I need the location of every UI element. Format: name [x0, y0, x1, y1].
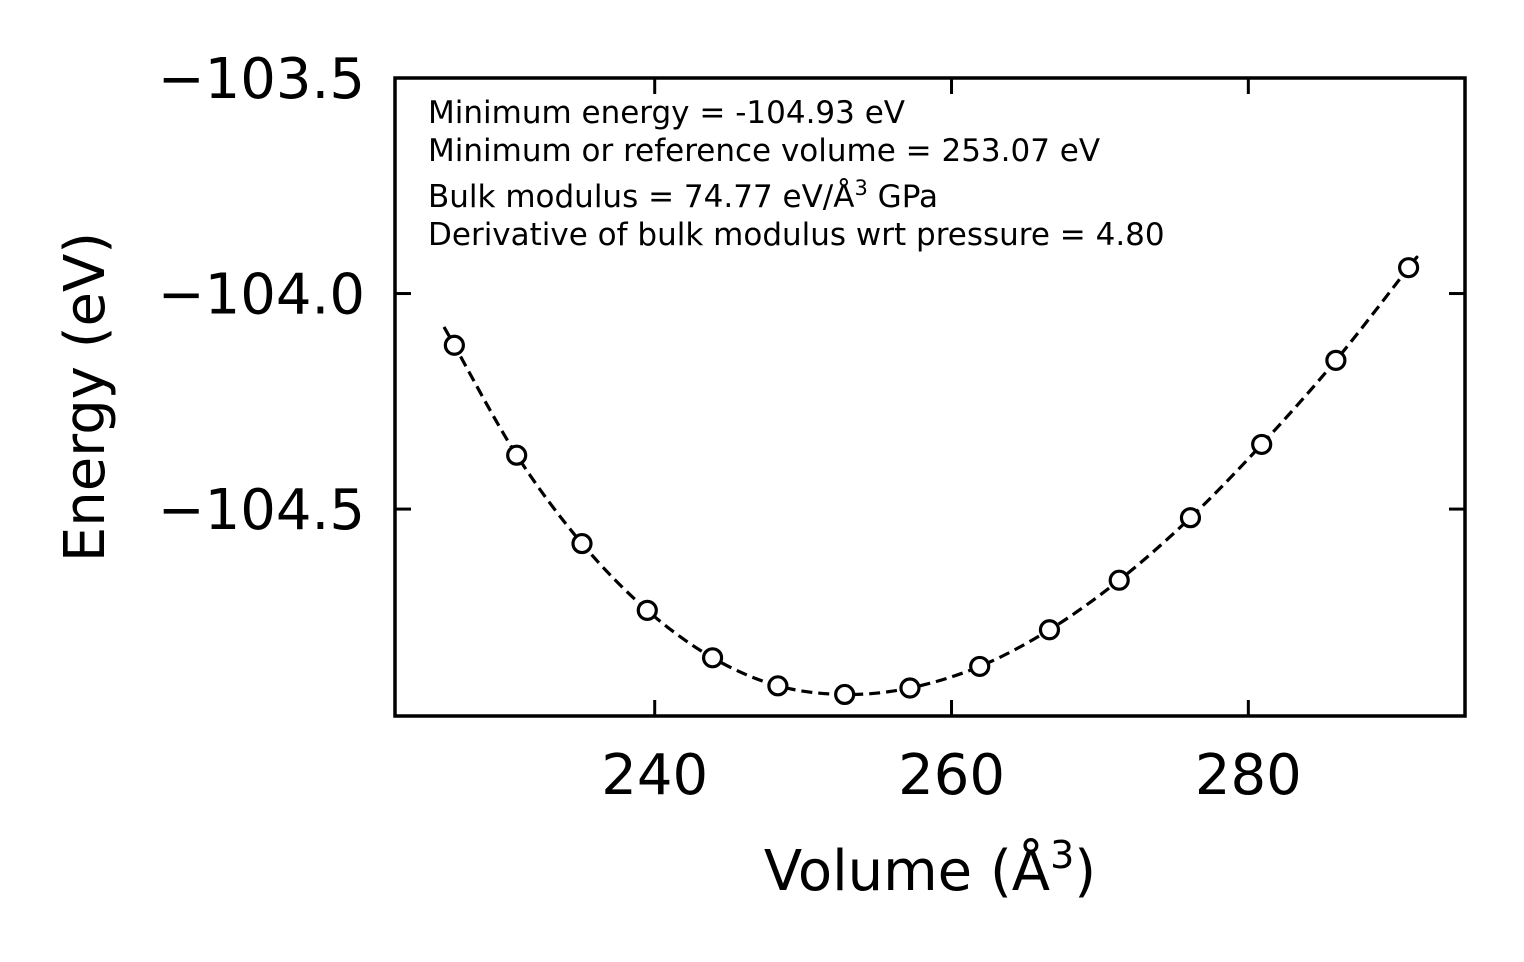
data-point-14: [1398, 257, 1420, 279]
data-point-1: [506, 444, 528, 466]
data-points: [443, 257, 1420, 706]
annotation-bulk-derivative: Derivative of bulk modulus wrt pressure …: [428, 217, 1165, 253]
y-axis-title: Energy (eV): [53, 232, 118, 562]
annotation-ref-volume: Minimum or reference volume = 253.07 eV: [428, 133, 1100, 169]
data-point-8: [969, 655, 991, 678]
data-point-2: [571, 532, 593, 555]
x-axis-title-sup: 3: [1050, 833, 1074, 877]
data-point-7: [899, 677, 921, 699]
y-tick-label-1: −104.0: [158, 263, 365, 328]
data-point-11: [1179, 507, 1202, 529]
x-axis-title-close: ): [1074, 839, 1096, 904]
data-point-12: [1251, 433, 1273, 456]
x-axis-title: Volume (Å3): [764, 833, 1096, 904]
data-point-6: [834, 683, 856, 706]
annotation-bulk-modulus-tail: GPa: [868, 179, 938, 215]
data-point-13: [1325, 349, 1347, 371]
x-tick-label-260: 260: [898, 743, 1005, 808]
annotation-bulk-modulus-text: Bulk modulus = 74.77 eV/Å: [428, 179, 854, 215]
annotation-block: Minimum energy = -104.93 eV Minimum or r…: [428, 95, 1165, 253]
data-point-5: [767, 675, 789, 697]
x-axis-title-text: Volume (Å: [764, 838, 1050, 904]
y-tick-label-2: −104.5: [158, 478, 365, 543]
x-tick-label-240: 240: [601, 743, 708, 808]
y-tick-label-0: −103.5: [158, 47, 365, 112]
plot-frame: [393, 76, 1467, 718]
x-tick-label-280: 280: [1195, 743, 1302, 808]
data-point-9: [1038, 619, 1061, 641]
annotation-min-energy: Minimum energy = -104.93 eV: [428, 95, 905, 131]
data-point-0: [443, 334, 465, 356]
annotation-bulk-modulus: Bulk modulus = 74.77 eV/Å3 GPa: [428, 176, 938, 215]
ticks-layer: 240 260 280 −103.5 −104.0 −104.5: [158, 47, 1465, 808]
fit-curve: [442, 255, 1419, 697]
annotation-bulk-modulus-sup: 3: [854, 176, 867, 200]
data-point-10: [1108, 569, 1130, 591]
data-point-3: [636, 599, 658, 621]
data-point-4: [701, 647, 724, 669]
